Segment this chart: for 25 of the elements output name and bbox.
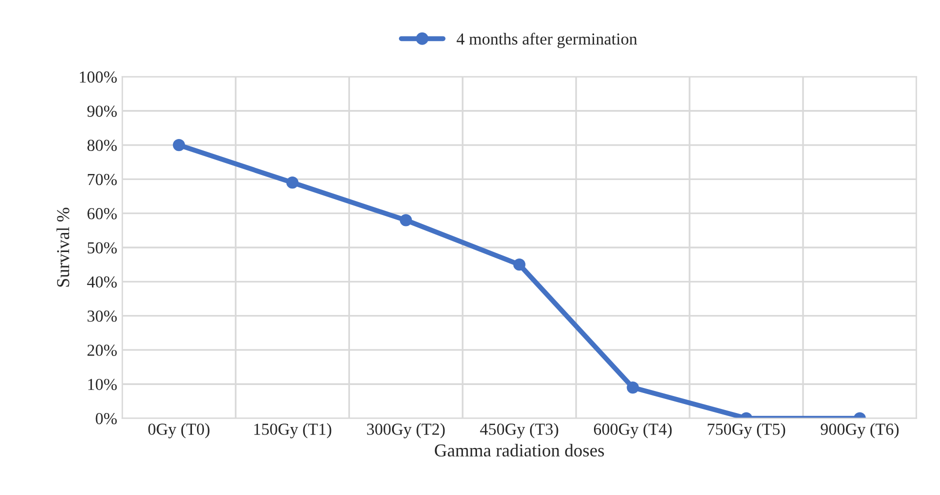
y-tick-label: 50%: [88, 242, 117, 254]
y-tick-label: 0%: [96, 412, 117, 424]
point: [286, 176, 298, 189]
x-tick-label: 0Gy (T0): [148, 423, 210, 438]
y-tick-label: 80%: [87, 140, 117, 152]
x-tick-label: 150Gy (T1): [254, 423, 332, 438]
x-tick-label: 300Gy (T2): [367, 423, 445, 438]
x-tick-label: 600Gy (T4): [594, 423, 672, 438]
point: [513, 258, 526, 271]
x-tick-label: 900Gy (T6): [820, 423, 899, 438]
x-tick-label: 450Gy (T3): [480, 423, 558, 438]
y-tick-label: 40%: [87, 276, 117, 288]
point: [172, 138, 186, 152]
legend-label: 4 months after germination: [456, 32, 638, 48]
point: [400, 214, 412, 226]
y-tick-label: 60%: [88, 208, 117, 220]
y-tick-label: 90%: [87, 106, 117, 117]
y-tick-label: 20%: [88, 344, 117, 356]
y-tick-label: 70%: [88, 174, 117, 186]
y-axis-title: Survival %: [56, 208, 70, 287]
y-tick-label: 100%: [80, 71, 117, 83]
x-tick-label: 750Gy (T5): [708, 423, 786, 438]
y-tick-label: 10%: [88, 378, 117, 390]
x-axis-title: Gamma radiation doses: [434, 444, 604, 457]
y-tick-label: 30%: [88, 310, 117, 322]
